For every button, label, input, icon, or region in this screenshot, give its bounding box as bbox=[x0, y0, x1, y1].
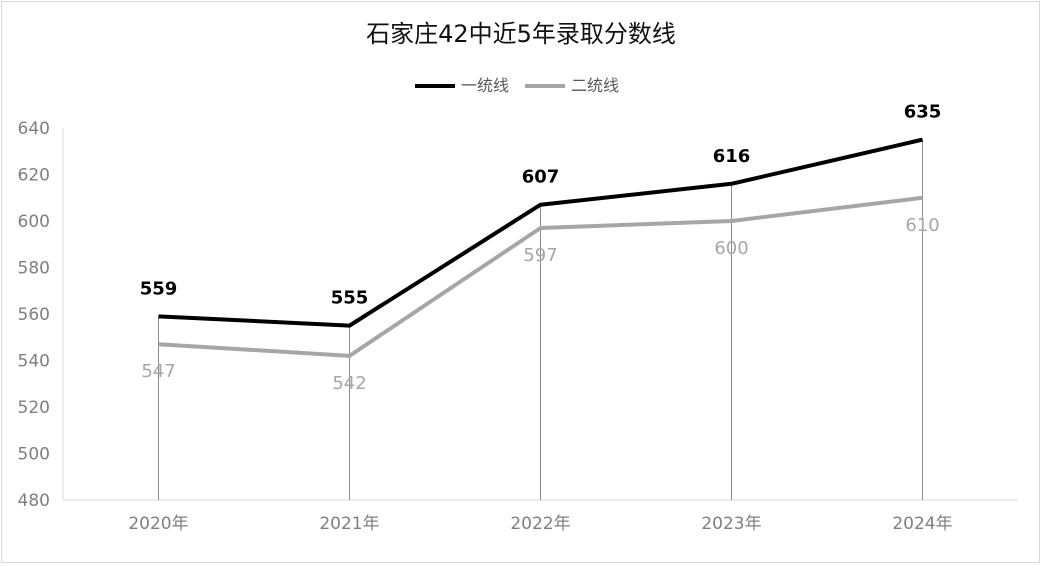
data-label-series-1: 559 bbox=[140, 278, 178, 299]
y-tick-label: 480 bbox=[18, 491, 50, 511]
x-tick-labels: 2020年 2021年 2022年 2023年 2024年 bbox=[128, 514, 952, 534]
data-label-series-2: 600 bbox=[714, 238, 748, 259]
x-tick-label: 2021年 bbox=[319, 514, 379, 534]
data-label-series-2: 597 bbox=[523, 245, 557, 266]
series-line-2 bbox=[158, 195, 923, 358]
data-label-series-2: 610 bbox=[905, 215, 939, 236]
y-tick-label: 520 bbox=[18, 398, 50, 418]
x-tick-label: 2024年 bbox=[892, 514, 952, 534]
y-tick-label: 500 bbox=[18, 445, 50, 465]
data-labels: 559 555 607 616 635 547 542 597 600 610 bbox=[140, 102, 942, 394]
data-label-series-2: 547 bbox=[141, 361, 175, 382]
series-lines bbox=[158, 137, 923, 358]
y-tick-label: 540 bbox=[18, 352, 50, 372]
data-label-series-1: 555 bbox=[331, 288, 369, 309]
x-tick-label: 2022年 bbox=[510, 514, 570, 534]
x-tick-label: 2023年 bbox=[701, 514, 761, 534]
data-label-series-1: 616 bbox=[713, 146, 751, 167]
y-tick-labels: 480 500 520 540 560 580 600 620 640 bbox=[18, 119, 50, 511]
series-line-1 bbox=[158, 137, 923, 328]
data-label-series-1: 607 bbox=[522, 167, 560, 188]
drop-lines bbox=[158, 139, 923, 500]
data-label-series-1: 635 bbox=[904, 102, 942, 123]
y-tick-label: 600 bbox=[18, 212, 50, 232]
y-tick-label: 640 bbox=[18, 119, 50, 139]
x-tick-label: 2020年 bbox=[128, 514, 188, 534]
y-tick-label: 620 bbox=[18, 166, 50, 186]
legend-label-series-1: 一统线 bbox=[461, 76, 509, 95]
data-label-series-2: 542 bbox=[332, 373, 366, 394]
chart-title: 石家庄42中近5年录取分数线 bbox=[366, 20, 676, 48]
legend: 一统线 二统线 bbox=[415, 76, 619, 95]
y-tick-label: 580 bbox=[18, 259, 50, 279]
y-tick-label: 560 bbox=[18, 305, 50, 325]
legend-label-series-2: 二统线 bbox=[571, 76, 619, 95]
